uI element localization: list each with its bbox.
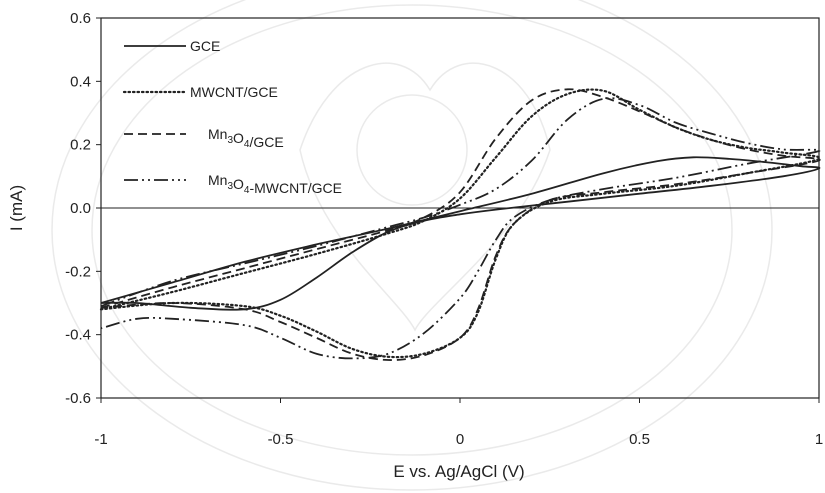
- y-tick-label: 0.6: [70, 10, 91, 27]
- y-tick-label: -0.2: [65, 263, 91, 280]
- legend-label-3: Mn3O4/GCE: [208, 126, 284, 150]
- y-tick-label: 0.4: [70, 73, 91, 90]
- legend-label-2: MWCNT/GCE: [190, 84, 278, 100]
- series-line-2: [99, 88, 821, 359]
- series-line-4: [100, 97, 821, 360]
- y-axis-label: I (mA): [7, 185, 26, 231]
- legend-label-4: Mn3O4-MWCNT/GCE: [208, 172, 342, 196]
- x-tick-label: 0.5: [629, 431, 650, 448]
- legend: GCE MWCNT/GCE Mn3O4/GCE Mn3O4-MWCNT/GCE: [122, 38, 342, 196]
- y-tick-label: -0.6: [65, 390, 91, 407]
- series-layer: [99, 88, 821, 361]
- x-axis-label: E vs. Ag/AgCl (V): [393, 462, 524, 481]
- axes: 0.6 0.4 0.2 0.0 -0.2 -0.4 -0.6 -1 -0.5 0 0.5 1: [65, 10, 823, 448]
- x-tick-label: 1: [815, 431, 823, 448]
- y-tick-label: 0.2: [70, 137, 91, 154]
- x-tick-label: -0.5: [268, 431, 294, 448]
- legend-label-1: GCE: [190, 38, 220, 54]
- series-line-3: [100, 88, 821, 361]
- background-watermark: [51, 0, 773, 491]
- y-tick-label: -0.4: [65, 327, 91, 344]
- x-tick-label: 0: [456, 431, 464, 448]
- x-tick-label: -1: [94, 431, 107, 448]
- y-tick-label: 0.0: [70, 200, 91, 217]
